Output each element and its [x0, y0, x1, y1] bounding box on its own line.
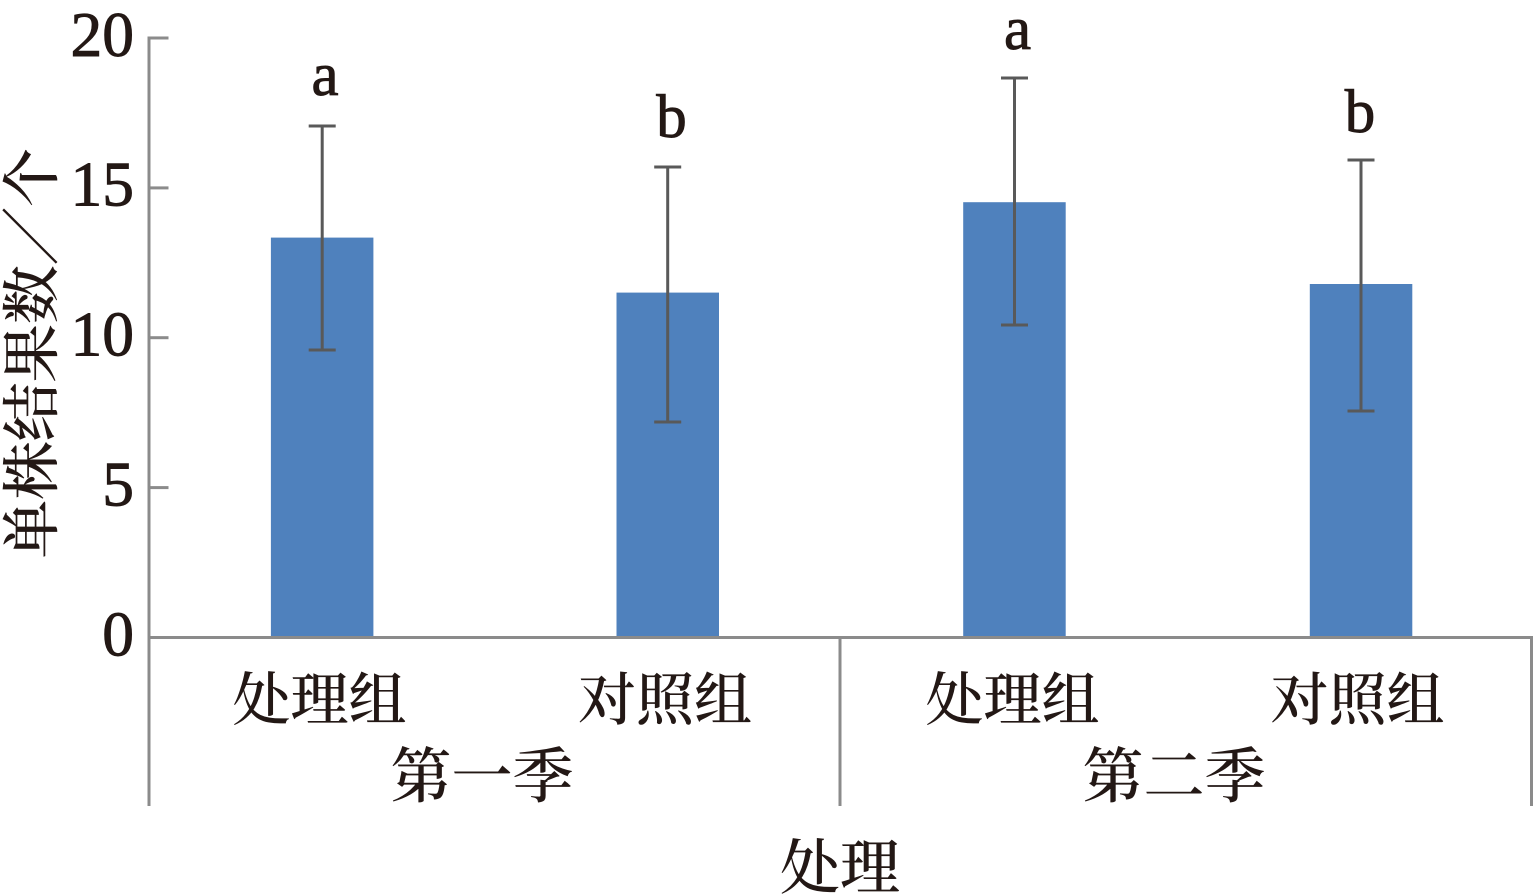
svg-text:10: 10	[71, 299, 135, 370]
svg-text:b: b	[656, 84, 687, 151]
svg-text:b: b	[1345, 79, 1376, 146]
svg-text:5: 5	[102, 448, 134, 519]
svg-text:0: 0	[102, 598, 134, 669]
svg-text:20: 20	[71, 0, 135, 70]
svg-text:15: 15	[71, 149, 135, 220]
svg-text:a: a	[1004, 0, 1031, 63]
svg-text:a: a	[311, 42, 338, 109]
